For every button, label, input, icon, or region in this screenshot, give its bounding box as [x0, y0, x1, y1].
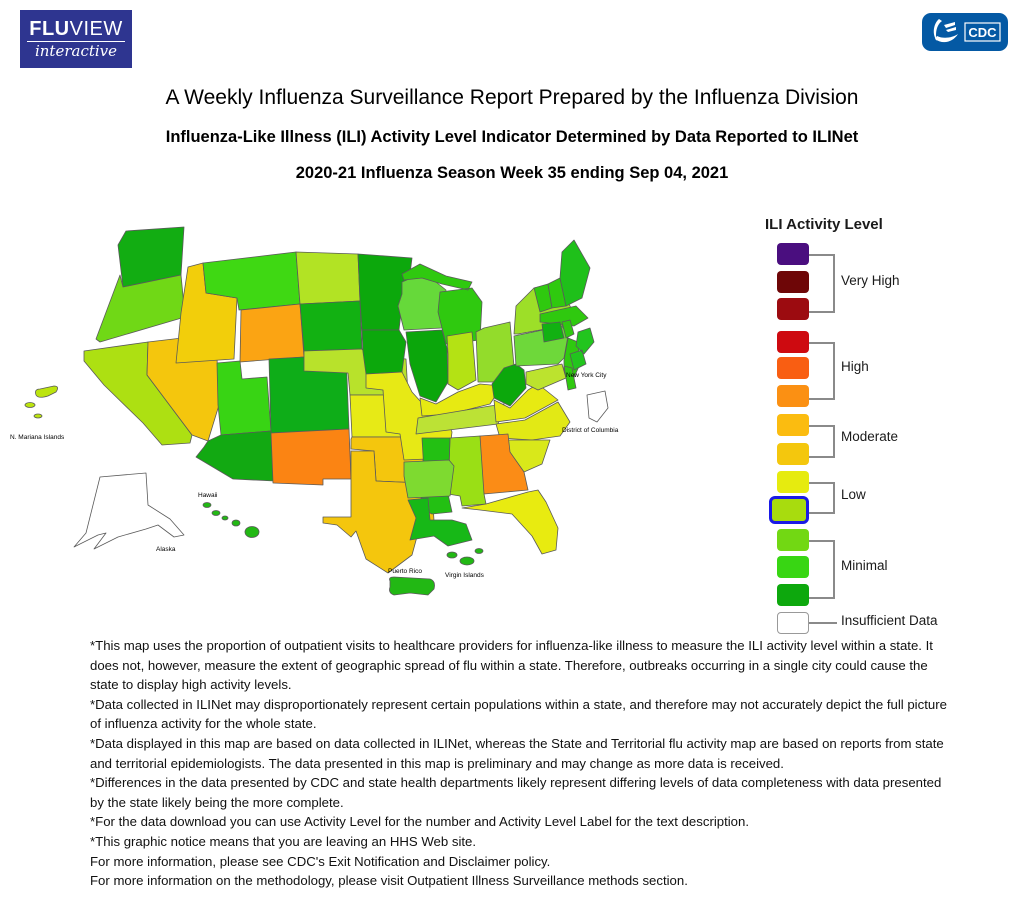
footer-note: *This map uses the proportion of outpati… — [90, 638, 933, 693]
state-va[interactable] — [493, 383, 559, 423]
legend-label-moderate: Moderate — [841, 429, 899, 444]
footer-note: For more information on the methodology,… — [90, 873, 688, 889]
legend-label-high: High — [841, 359, 869, 374]
state-pr[interactable] — [389, 576, 435, 596]
state-me[interactable] — [559, 239, 591, 307]
state-nyc[interactable] — [569, 327, 595, 371]
state-ut[interactable] — [216, 360, 272, 436]
legend-bracket-minimal — [809, 540, 835, 599]
state-ak[interactable] — [73, 472, 185, 550]
state-wv[interactable] — [491, 363, 527, 407]
map-label-district-of-columbia: District of Columbia — [562, 427, 619, 434]
footer-note: *This graphic notice means that you are … — [90, 833, 477, 849]
map-label-hawaii: Hawaii — [198, 492, 218, 499]
us-map-svg: New York City District of Columbia N. Ma… — [10, 226, 619, 596]
state-ar[interactable] — [403, 459, 455, 499]
legend-swatch-level-2[interactable] — [777, 556, 809, 578]
map-label-puerto-rico: Puerto Rico — [388, 568, 422, 575]
report-title: A Weekly Influenza Surveillance Report P… — [165, 86, 859, 109]
legend-swatch-level-3[interactable] — [777, 529, 809, 551]
legend-swatch-level-11[interactable] — [777, 298, 809, 320]
legend-swatch-level-12[interactable] — [777, 271, 809, 293]
legend-bracket-very-high — [809, 254, 835, 313]
state-de[interactable] — [563, 365, 577, 391]
state-md[interactable] — [525, 363, 567, 391]
season-week-title: 2020-21 Influenza Season Week 35 ending … — [295, 164, 729, 182]
fluview-brand: FLUVIEW — [27, 18, 125, 42]
state-az[interactable] — [195, 430, 276, 482]
legend-bracket-moderate — [809, 425, 835, 458]
map-title: Influenza-Like Illness (ILI) Activity Le… — [165, 128, 859, 146]
legend-swatch-level-4[interactable] — [769, 496, 809, 524]
legend-label-low: Low — [841, 487, 866, 502]
state-nm[interactable] — [270, 428, 352, 486]
legend-label-very-high: Very High — [841, 273, 900, 288]
legend-swatch-level-10[interactable] — [777, 331, 809, 353]
legend-bracket-high — [809, 342, 835, 400]
legend-label-insufficient-data: Insufficient Data — [841, 613, 938, 628]
cdc-eagle-icon — [933, 19, 942, 41]
legend-swatch-level-6[interactable] — [777, 443, 809, 465]
footer-note: *Differences in the data presented by CD… — [90, 775, 942, 810]
state-il[interactable] — [405, 329, 449, 403]
state-mp[interactable] — [24, 385, 58, 419]
footer-note: For more information, please see CDC's E… — [90, 853, 551, 869]
footer-note: *For the data download you can use Activ… — [90, 814, 750, 830]
legend-swatch-level-13[interactable] — [777, 243, 809, 265]
state-or[interactable] — [95, 274, 186, 343]
legend-label-minimal: Minimal — [841, 558, 888, 573]
state-vi[interactable] — [446, 548, 484, 566]
us-choropleth-map: New York City District of Columbia N. Ma… — [0, 225, 760, 645]
state-in[interactable] — [446, 331, 477, 391]
state-sd[interactable] — [299, 300, 363, 352]
state-la[interactable] — [407, 497, 473, 547]
legend-dash-insufficient-data — [809, 622, 837, 624]
map-label-virgin-islands: Virgin Islands — [445, 572, 485, 579]
fluview-logo[interactable]: FLUVIEW interactive — [20, 10, 132, 68]
legend-swatch-level-8[interactable] — [777, 385, 809, 407]
footer-note: *Data collected in ILINet may disproport… — [90, 696, 947, 732]
map-label-new-york-city: New York City — [566, 372, 607, 379]
state-wa[interactable] — [117, 226, 185, 288]
cdc-logo[interactable]: CDC — [922, 13, 1008, 51]
state-nd[interactable] — [295, 251, 361, 305]
legend-swatch-level-0[interactable] — [777, 612, 809, 634]
legend-swatch-level-1[interactable] — [777, 584, 809, 606]
cdc-logo-text: CDC — [968, 25, 997, 40]
footer-notes: *This map uses the proportion of outpati… — [90, 636, 948, 891]
state-wy[interactable] — [239, 303, 305, 363]
legend-swatch-level-9[interactable] — [777, 357, 809, 379]
legend-title: ILI Activity Level — [765, 216, 883, 233]
state-ia[interactable] — [361, 329, 407, 375]
cdc-logo-icon: CDC — [922, 13, 1008, 51]
fluview-tagline: interactive — [34, 42, 118, 60]
state-dc[interactable] — [586, 390, 609, 423]
state-fl[interactable] — [461, 489, 559, 555]
state-ma[interactable] — [539, 305, 589, 327]
legend-bracket-low — [809, 482, 835, 514]
map-label-alaska: Alaska — [156, 546, 176, 553]
state-ri[interactable] — [561, 319, 575, 339]
state-hi[interactable] — [202, 502, 260, 538]
legend-swatch-level-5[interactable] — [777, 471, 809, 493]
map-label-n-mariana-islands: N. Mariana Islands — [10, 434, 65, 441]
legend-swatch-level-7[interactable] — [777, 414, 809, 436]
footer-note: *Data displayed in this map are based on… — [90, 735, 944, 771]
state-ct[interactable] — [541, 321, 565, 343]
state-co[interactable] — [268, 352, 350, 434]
